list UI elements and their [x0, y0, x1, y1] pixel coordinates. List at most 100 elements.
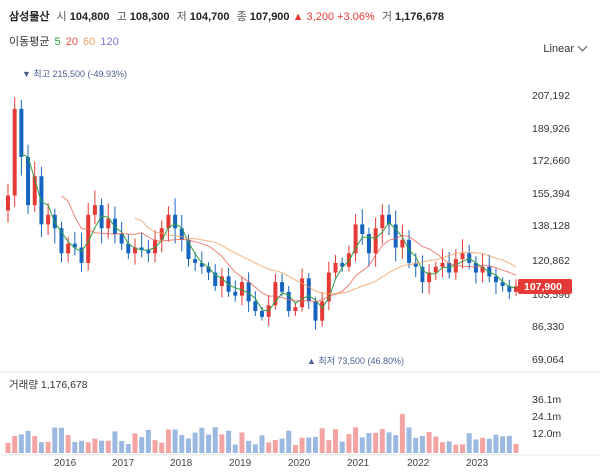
- price-badge-text: 107,900: [524, 281, 562, 293]
- volume-bar: [353, 427, 359, 453]
- volume-bar: [299, 437, 305, 453]
- candle-body: [420, 266, 425, 283]
- volume-bar: [259, 435, 265, 453]
- candle-body: [507, 286, 512, 292]
- y-tick: 189,926: [532, 123, 570, 135]
- volume-bar: [419, 435, 425, 453]
- volume-bar: [185, 438, 191, 453]
- volume-bar: [65, 435, 71, 453]
- volume-bar: [480, 437, 486, 453]
- candle-body: [119, 234, 124, 244]
- candle-body: [480, 266, 485, 273]
- volume-bar: [406, 427, 412, 453]
- ma60-line: [134, 217, 517, 295]
- candle-body: [219, 276, 224, 287]
- close-label: 종: [236, 11, 247, 23]
- volume-bar: [266, 442, 272, 453]
- volume-panel-label: 거래량 1,176,678: [9, 379, 88, 391]
- low-price: 104,700: [189, 11, 230, 23]
- volume-bar: [58, 427, 64, 453]
- volume-bar: [339, 441, 345, 453]
- volume-bar: [439, 442, 445, 453]
- candle-body: [286, 291, 291, 312]
- candle-body: [193, 259, 198, 263]
- candle-body: [313, 301, 318, 321]
- volume-tick: 12.0m: [532, 428, 561, 440]
- candle-body: [186, 239, 191, 260]
- candle-body: [153, 239, 158, 254]
- candle-body: [19, 108, 24, 157]
- volume-bar: [426, 432, 432, 453]
- volume-bar: [85, 442, 91, 453]
- candle-body: [433, 266, 438, 273]
- volume-bar: [279, 438, 285, 453]
- volume-bar: [165, 429, 171, 453]
- volume-bar: [379, 429, 385, 453]
- high-label: 고: [116, 11, 127, 23]
- volume-bar: [119, 440, 125, 453]
- volume-bar: [99, 440, 105, 453]
- low-label: 저: [176, 11, 187, 23]
- volume-bar: [393, 435, 399, 453]
- candle-body: [133, 247, 137, 254]
- volume-bar: [386, 432, 392, 453]
- volume-tick: 36.1m: [532, 394, 561, 406]
- candle-body: [300, 278, 305, 308]
- y-tick: 138,128: [532, 220, 570, 232]
- high-price: 108,300: [129, 11, 170, 23]
- candle-body: [373, 228, 378, 254]
- candle-body: [166, 214, 171, 229]
- volume-bar: [72, 441, 78, 453]
- y-axis-ticks: 207,192 189,926 172,660 155,394 138,128 …: [532, 90, 570, 366]
- candle-body: [46, 214, 51, 225]
- candle-body: [126, 243, 131, 254]
- candle-body: [326, 272, 331, 302]
- candle-body: [199, 262, 204, 267]
- close-price: 107,900: [249, 11, 290, 23]
- volume-bar: [232, 444, 238, 453]
- candle-body: [427, 272, 432, 283]
- volume-bar: [159, 442, 165, 453]
- volume-bar: [493, 434, 499, 453]
- volume-value: 1,176,678: [395, 11, 444, 23]
- candle-body: [460, 253, 465, 260]
- candle-body: [92, 205, 97, 215]
- ma-60: 60: [83, 36, 96, 48]
- stock-header: 삼성물산 시 104,800 고 108,300 저 104,700 종 107…: [9, 8, 444, 24]
- candle-body: [500, 282, 505, 287]
- volume-bar: [38, 442, 44, 453]
- candle-body: [366, 234, 371, 254]
- volume-bar: [433, 436, 439, 453]
- scale-dropdown[interactable]: Linear: [543, 41, 588, 55]
- open-price: 104,800: [69, 11, 110, 23]
- candle-body: [26, 156, 31, 206]
- y-tick: 155,394: [532, 188, 570, 200]
- candle-body: [306, 278, 311, 302]
- volume-bar: [373, 432, 379, 453]
- volume-bar: [486, 438, 492, 453]
- volume-bar: [359, 437, 365, 453]
- volume-bar: [12, 435, 18, 453]
- candle-body: [493, 276, 498, 283]
- x-tick: 2019: [229, 458, 252, 469]
- volume-bar: [306, 437, 312, 453]
- volume-bar: [246, 440, 252, 453]
- volume-bar: [319, 428, 325, 453]
- volume-bar: [125, 444, 131, 453]
- ma20-line: [61, 195, 517, 303]
- candle-body: [179, 228, 184, 240]
- volume-bar: [179, 435, 185, 453]
- candle-body: [440, 262, 445, 267]
- change-value: ▲ 3,200 +3.06%: [292, 11, 375, 23]
- moving-average-legend[interactable]: 이동평균 5 20 60 120: [9, 33, 121, 49]
- volume-bar: [312, 436, 318, 453]
- candle-body: [86, 214, 91, 263]
- candle-body: [159, 228, 164, 240]
- x-tick: 2023: [466, 458, 489, 469]
- volume-bar: [105, 440, 111, 453]
- volume-bar: [152, 440, 158, 453]
- volume-bar: [473, 439, 479, 453]
- candle-body: [146, 249, 151, 254]
- volume-bar: [466, 433, 472, 453]
